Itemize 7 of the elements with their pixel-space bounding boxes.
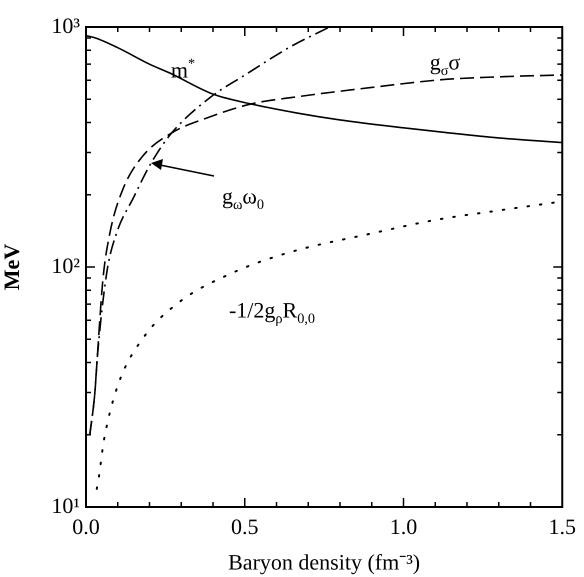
x-tick-label: 1.0 xyxy=(390,514,418,539)
y-axis-title: MeV xyxy=(0,244,24,290)
x-axis-title: Baryon density (fm⁻³) xyxy=(228,550,420,575)
y-tick-label: 10³ xyxy=(51,12,80,38)
x-tick-label: 0.5 xyxy=(231,514,258,539)
y-tick-label: 10² xyxy=(51,252,80,278)
x-tick-label: 1.5 xyxy=(548,514,576,539)
